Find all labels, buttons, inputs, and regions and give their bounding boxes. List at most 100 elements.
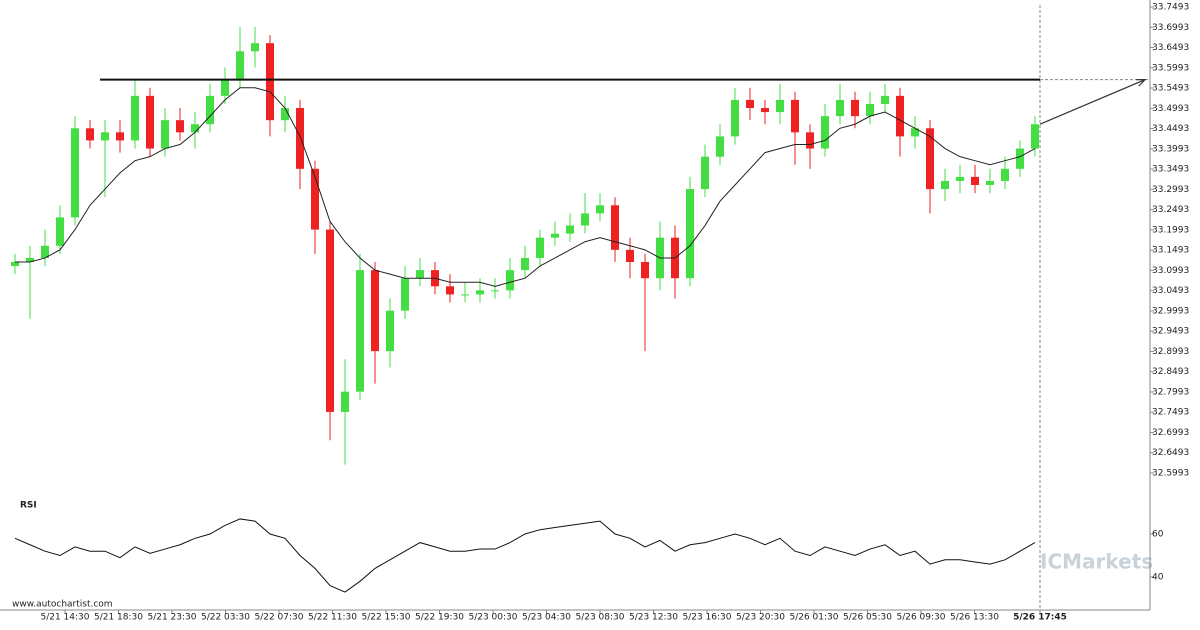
candle-body: [491, 290, 499, 292]
candle-body: [596, 205, 604, 214]
candle-body: [251, 43, 259, 52]
candle-body: [641, 262, 649, 279]
candle-body: [116, 132, 124, 141]
x-tick-label: 5/26 05:30: [843, 613, 892, 623]
y-tick-label: 32.7993: [1152, 387, 1189, 397]
candle-body: [1031, 124, 1039, 149]
candle-body: [521, 257, 529, 271]
y-tick-label: 32.9993: [1152, 306, 1189, 316]
candle-body: [41, 245, 49, 258]
y-tick-label: 33.0493: [1152, 286, 1189, 296]
candle-body: [146, 95, 154, 149]
x-tick-label: 5/23 00:30: [468, 613, 517, 623]
y-tick-label: 33.4493: [1152, 124, 1189, 134]
candle-body: [176, 120, 184, 133]
candle-body: [56, 217, 64, 246]
candle-body: [326, 229, 334, 412]
y-tick-label: 33.7493: [1152, 3, 1189, 13]
candle-body: [416, 270, 424, 279]
x-tick-label: 5/22 11:30: [308, 613, 357, 623]
candle-body: [686, 189, 694, 279]
rsi-tick-label: 40: [1152, 573, 1164, 583]
candle-body: [161, 120, 169, 149]
candle-body: [386, 310, 394, 352]
candle-body: [956, 176, 964, 181]
x-tick-label: 5/21 18:30: [94, 613, 143, 623]
candle-body: [566, 225, 574, 234]
candle-body: [1001, 168, 1009, 181]
y-tick-label: 33.5493: [1152, 84, 1189, 94]
candle-body: [341, 391, 349, 412]
candle-body: [221, 79, 229, 96]
y-tick-label: 32.7493: [1152, 408, 1189, 418]
candle-body: [131, 95, 139, 141]
x-tick-label: 5/26 09:30: [896, 613, 945, 623]
y-tick-label: 33.3993: [1152, 144, 1189, 154]
y-tick-label: 33.1493: [1152, 246, 1189, 256]
candle-body: [311, 168, 319, 230]
forecast-arrowhead: [1135, 79, 1147, 87]
candle-body: [881, 95, 889, 104]
candle-body: [401, 278, 409, 311]
candle-body: [446, 286, 454, 295]
y-tick-label: 32.5993: [1152, 469, 1189, 479]
x-tick-label: 5/23 20:30: [736, 613, 785, 623]
candle-body: [266, 43, 274, 121]
brand-watermark: ICMarkets: [1040, 550, 1153, 574]
candle-body: [746, 99, 754, 109]
candle-body: [701, 156, 709, 190]
candle-body: [761, 108, 769, 113]
rsi-tick-label: 60: [1152, 530, 1164, 540]
candle-body: [356, 270, 364, 392]
candle-body: [866, 103, 874, 117]
candle-body: [506, 270, 514, 291]
candle-body: [626, 249, 634, 263]
candle-body: [896, 95, 904, 137]
candle-body: [191, 124, 199, 133]
candle-body: [851, 99, 859, 117]
x-tick-label: 5/22 15:30: [361, 613, 410, 623]
y-tick-label: 32.8493: [1152, 367, 1189, 377]
y-tick-label: 32.6993: [1152, 428, 1189, 438]
candle-body: [971, 176, 979, 186]
candle-body: [791, 99, 799, 133]
x-tick-label: 5/21 14:30: [40, 613, 89, 623]
x-tick-label: 5/26 13:30: [950, 613, 999, 623]
candle-body: [71, 128, 79, 218]
candle-body: [821, 116, 829, 149]
y-tick-label: 33.6493: [1152, 43, 1189, 53]
candle-body: [296, 108, 304, 169]
rsi-title: RSI: [20, 501, 37, 511]
candle-body: [551, 233, 559, 238]
y-tick-label: 33.1993: [1152, 225, 1189, 235]
x-tick-label: 5/22 03:30: [201, 613, 250, 623]
x-tick-label: 5/26 17:45: [1013, 613, 1067, 623]
forecast-arrow: [1039, 79, 1146, 125]
candle-body: [86, 128, 94, 141]
y-tick-label: 32.9493: [1152, 327, 1189, 337]
candle-body: [536, 237, 544, 258]
candle-body: [941, 180, 949, 190]
candle-body: [26, 257, 34, 263]
x-tick-label: 5/22 19:30: [415, 613, 464, 623]
x-tick-label: 5/23 04:30: [522, 613, 571, 623]
y-tick-label: 33.3493: [1152, 165, 1189, 175]
candle-body: [836, 99, 844, 117]
y-tick-label: 33.2493: [1152, 205, 1189, 215]
candle-body: [476, 290, 484, 295]
rsi-line: [14, 518, 1036, 593]
candle-body: [101, 132, 109, 141]
candle-body: [731, 99, 739, 137]
x-tick-label: 5/23 08:30: [575, 613, 624, 623]
y-tick-label: 33.0993: [1152, 266, 1189, 276]
candle-body: [926, 128, 934, 190]
x-tick-label: 5/23 16:30: [682, 613, 731, 623]
y-tick-label: 33.6993: [1152, 23, 1189, 33]
candle-body: [776, 99, 784, 113]
x-tick-label: 5/26 01:30: [789, 613, 838, 623]
candle-body: [371, 270, 379, 352]
candle-body: [581, 213, 589, 226]
y-tick-label: 32.6493: [1152, 448, 1189, 458]
x-tick-label: 5/23 12:30: [629, 613, 678, 623]
candle-body: [911, 128, 919, 137]
